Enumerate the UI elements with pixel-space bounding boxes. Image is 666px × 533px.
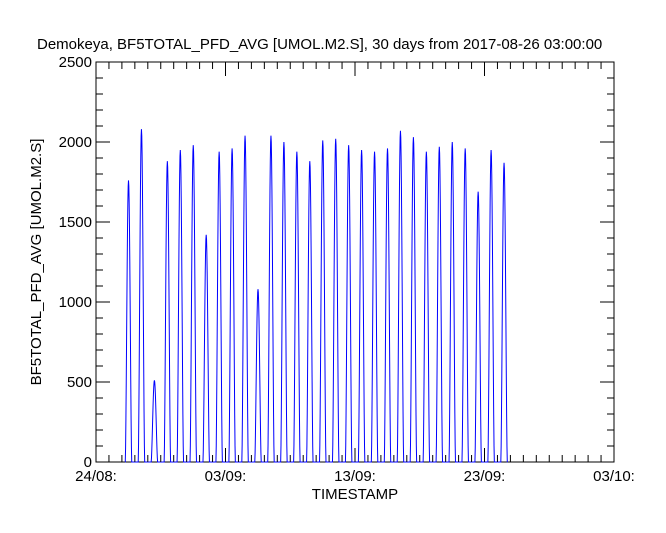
chart-title: Demokeya, BF5TOTAL_PFD_AVG [UMOL.M2.S], … xyxy=(37,36,602,53)
y-tick-label: 0 xyxy=(84,454,92,471)
y-tick-label: 2000 xyxy=(59,134,92,151)
y-axis-label: BF5TOTAL_PFD_AVG [UMOL.M2.S] xyxy=(28,139,45,386)
x-axis: 24/08: 03/09: 13/09: 23/09: 03/10: xyxy=(75,62,635,485)
x-tick-label: 03/10: xyxy=(593,468,635,485)
y-tick-label: 1500 xyxy=(59,214,92,231)
plot-area xyxy=(95,61,615,463)
x-tick-label: 24/08: xyxy=(75,468,117,485)
plot-border xyxy=(95,61,615,463)
series-layer xyxy=(124,129,508,463)
x-axis-label: TIMESTAMP xyxy=(312,486,398,503)
x-tick-label: 03/09: xyxy=(205,468,247,485)
y-tick-label: 1000 xyxy=(59,294,92,311)
y-tick-label: 2500 xyxy=(59,54,92,71)
series-line xyxy=(124,129,508,463)
y-tick-label: 500 xyxy=(67,374,92,391)
x-tick-label: 23/09: xyxy=(464,468,506,485)
x-tick-label: 13/09: xyxy=(334,468,376,485)
y-axis: 0 500 1000 1500 2000 2500 xyxy=(59,54,614,471)
